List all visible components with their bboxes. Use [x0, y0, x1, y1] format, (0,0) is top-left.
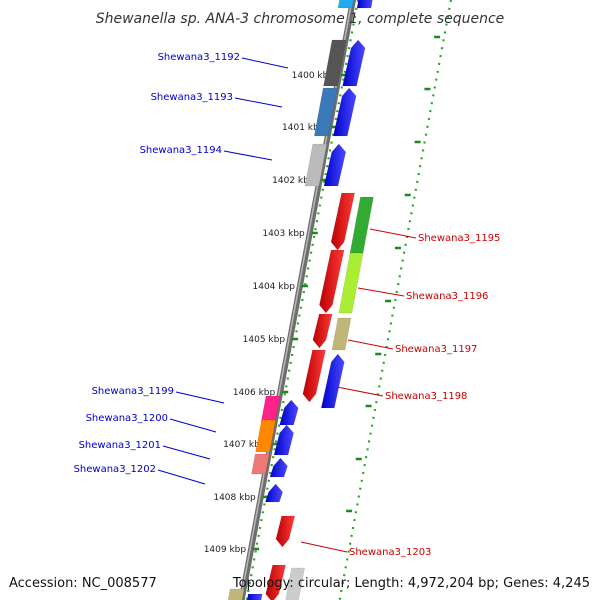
gene-label: Shewana3_1196 [406, 291, 488, 302]
content-block [323, 39, 347, 87]
gc-content-block [338, 252, 364, 314]
gene-label: Shewana3_1201 [79, 440, 161, 451]
reverse-gene-arrow [265, 564, 286, 600]
tick-label: 1407 kbp [223, 440, 266, 450]
content-block [313, 87, 338, 137]
gene-label: Shewana3_1202 [74, 464, 156, 475]
tick-label: 1403 kbp [262, 229, 305, 239]
gene-labels: Shewana3_1192 Shewana3_1193 Shewana3_1194 S… [74, 52, 501, 558]
reverse-gene-arrow [319, 249, 345, 314]
tick-label: 1408 kbp [213, 493, 256, 503]
reverse-gene-arrow [275, 515, 296, 548]
reverse-gene-arrow [312, 313, 333, 349]
forward-gene-arrow [342, 39, 366, 87]
gene-label: Shewana3_1193 [151, 92, 233, 103]
gc-content-block [285, 567, 305, 600]
gene-label: Shewana3_1194 [140, 145, 222, 156]
genome-tracks: 1400 kbp 1401 kbp 1402 kbp 1403 kbp 1404 kbp… [204, 0, 453, 600]
right-dotted-guide [338, 0, 453, 600]
forward-gene-arrow [273, 424, 294, 456]
gc-content-block [320, 353, 345, 409]
tick-label: 1401 kbp [282, 123, 325, 133]
label-leader-line [336, 386, 384, 397]
gene-label: Shewana3_1198 [385, 391, 467, 402]
gene-label: Shewana3_1197 [395, 344, 477, 355]
map-title: Shewanella sp. ANA-3 chromosome 1, compl… [96, 11, 505, 27]
label-leader-line [223, 150, 273, 161]
forward-gene-arrow [246, 593, 263, 600]
label-leader-line [162, 445, 211, 460]
label-leader-line [347, 339, 394, 350]
label-leader-line [169, 418, 217, 433]
gc-content-block [349, 196, 374, 254]
label-leader-line [234, 97, 283, 108]
forward-gene-arrow [269, 457, 288, 478]
forward-gene-arrow [332, 87, 357, 137]
gene-label: Shewana3_1203 [349, 547, 431, 558]
label-leader-line [241, 57, 289, 69]
label-leader-line [357, 287, 405, 297]
forward-gene-arrow [264, 483, 283, 503]
content-block [227, 588, 245, 600]
gene-label: Shewana3_1200 [86, 413, 168, 424]
tick-label: 1404 kbp [253, 282, 296, 292]
gene-label: Shewana3_1199 [92, 386, 174, 397]
content-block [255, 419, 276, 453]
accession-text: Accession: NC_008577 [9, 576, 157, 591]
content-block [337, 0, 354, 9]
tick-label: 1405 kbp [243, 335, 286, 345]
left-dotted-guide [245, 0, 360, 600]
tick-label: 1400 kbp [292, 71, 335, 81]
content-block [304, 143, 328, 187]
reverse-gene-arrow [330, 192, 355, 251]
label-leader-line [175, 391, 225, 404]
forward-gene-arrow [356, 0, 373, 9]
forward-gene-arrow [279, 399, 299, 426]
tick-label: 1402 kbp [272, 176, 315, 186]
forward-gene-arrow [323, 143, 347, 187]
label-leader-line [369, 228, 417, 239]
gene-label: Shewana3_1192 [158, 52, 240, 63]
label-leader-line [157, 469, 206, 485]
reverse-gene-arrow [302, 349, 326, 403]
tick-label: 1409 kbp [204, 545, 247, 555]
tick-label: 1406 kbp [233, 388, 276, 398]
gene-label: Shewana3_1195 [418, 233, 500, 244]
summary-text: Topology: circular; Length: 4,972,204 bp… [232, 576, 590, 591]
content-block [251, 453, 270, 475]
gc-content-block [331, 317, 352, 351]
label-leader-line [300, 541, 348, 553]
